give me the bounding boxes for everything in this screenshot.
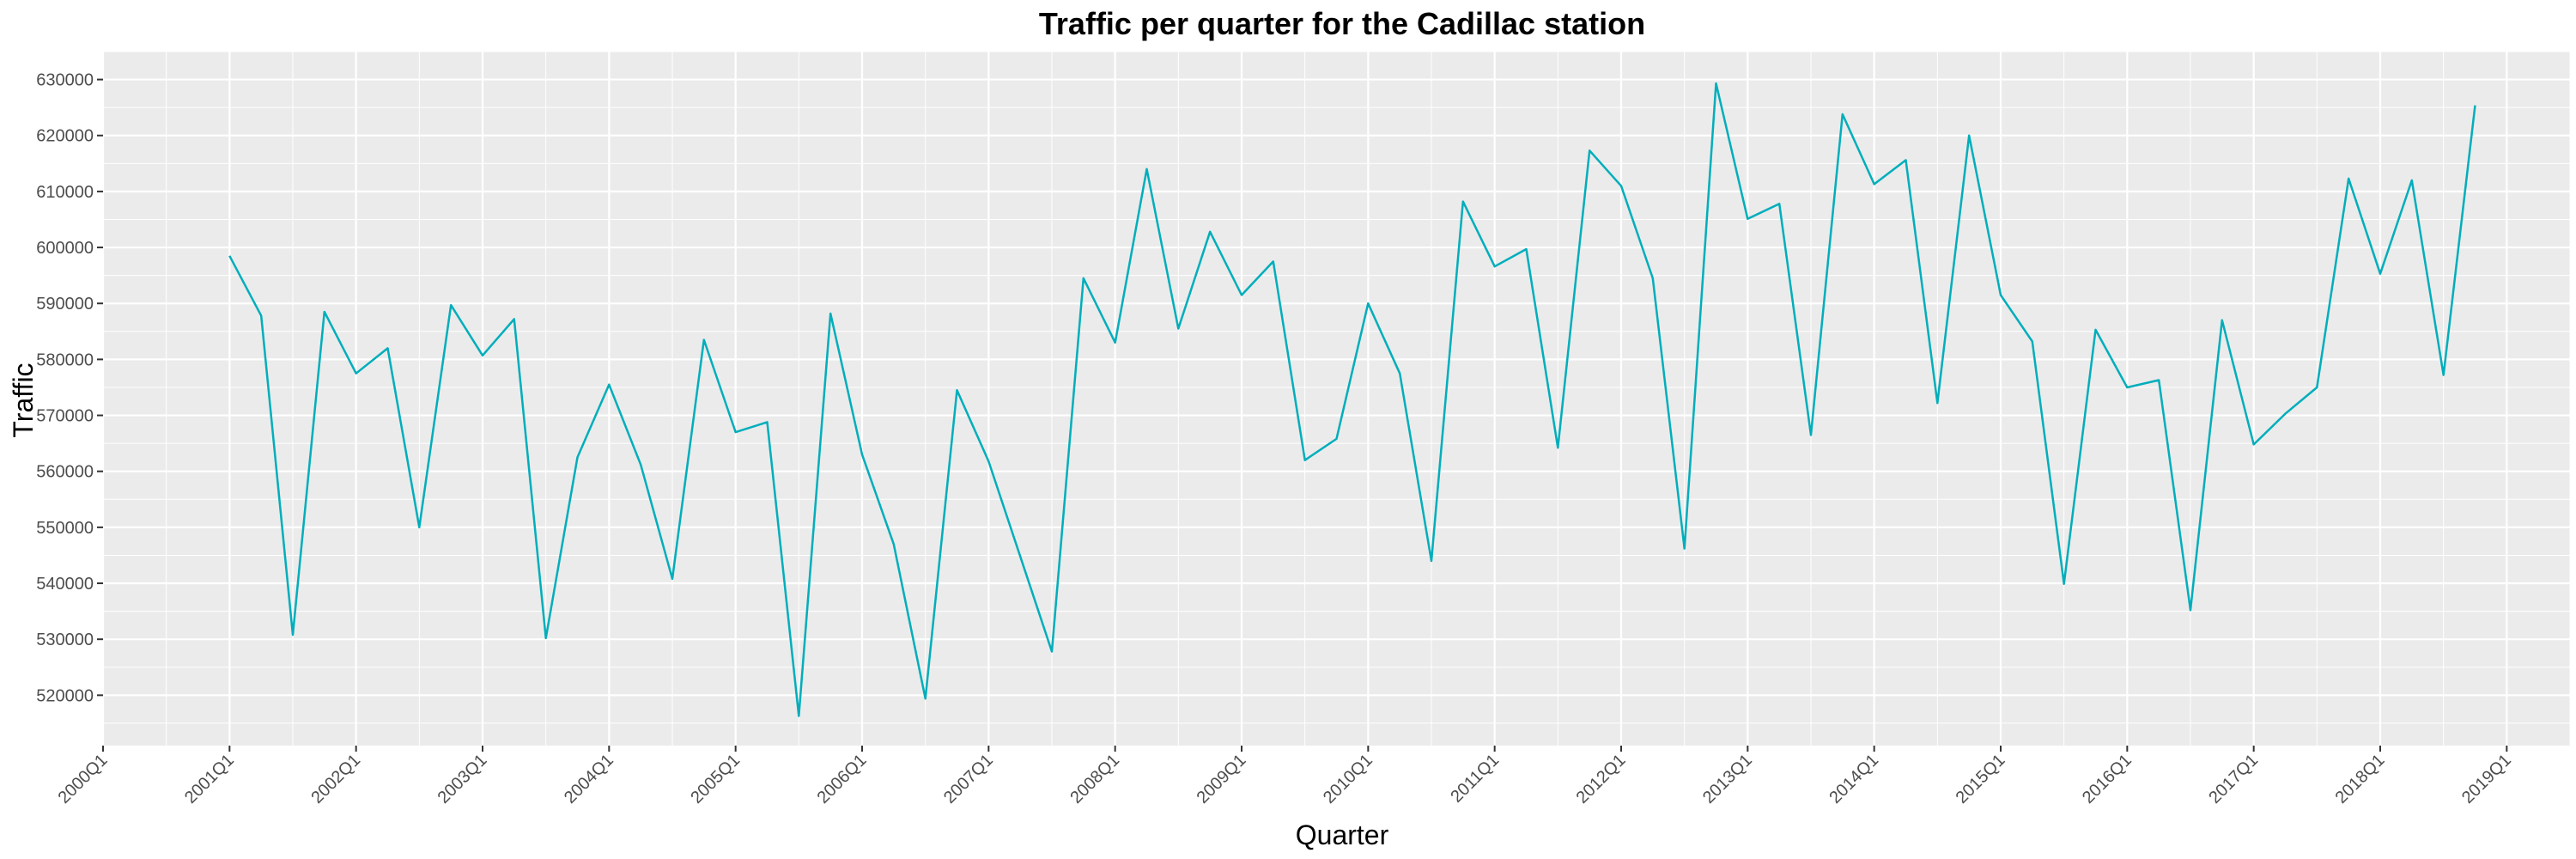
y-axis-title: Traffic: [8, 362, 39, 437]
series-line: [228, 82, 2476, 717]
y-tick-label: 540000: [36, 575, 94, 594]
x-axis-title: Quarter: [1296, 819, 1389, 850]
plot-background: [103, 52, 2570, 746]
x-tick-label: 2003Q1: [434, 751, 491, 807]
y-tick-label: 590000: [36, 295, 94, 314]
y-tick-label: 580000: [36, 350, 94, 369]
x-tick-label: 2019Q1: [2458, 751, 2515, 807]
y-tick-label: 560000: [36, 463, 94, 482]
y-tick-label: 530000: [36, 631, 94, 649]
y-tick-label: 610000: [36, 183, 94, 202]
x-tick-label: 2004Q1: [561, 751, 617, 807]
x-tick-label: 2001Q1: [181, 751, 238, 807]
y-tick-label: 570000: [36, 407, 94, 426]
x-tick-label: 2017Q1: [2205, 751, 2262, 807]
x-tick-label: 2007Q1: [940, 751, 997, 807]
y-tick-label: 630000: [36, 71, 94, 90]
x-tick-label: 2002Q1: [307, 751, 364, 807]
x-tick-label: 2009Q1: [1194, 751, 1250, 807]
x-tick-label: 2010Q1: [1320, 751, 1376, 807]
y-tick-label: 520000: [36, 686, 94, 705]
x-tick-label: 2013Q1: [1699, 751, 1756, 807]
x-tick-label: 2008Q1: [1066, 751, 1123, 807]
x-tick-label: 2012Q1: [1573, 751, 1630, 807]
y-tick-label: 550000: [36, 519, 94, 538]
x-tick-label: 2011Q1: [1447, 751, 1503, 807]
x-axis: 2000Q1 2001Q1 2002Q1 2003Q1 2004Q1 2005Q1 2006…: [55, 746, 2515, 807]
y-tick-label: 620000: [36, 127, 94, 146]
y-tick-label: 600000: [36, 239, 94, 258]
x-tick-label: 2014Q1: [1826, 751, 1882, 807]
x-tick-label: 2006Q1: [814, 751, 871, 807]
x-tick-label: 2005Q1: [687, 751, 744, 807]
x-tick-label: 2018Q1: [2332, 751, 2389, 807]
series-layer: [228, 82, 2476, 717]
x-tick-label: 2016Q1: [2079, 751, 2136, 807]
x-tick-label: 2015Q1: [1953, 751, 2009, 807]
y-axis: 520000 530000 540000 550000 560000 570000 5800…: [36, 71, 103, 705]
chart-title: Traffic per quarter for the Cadillac sta…: [1039, 6, 1645, 41]
x-tick-label: 2000Q1: [55, 751, 112, 807]
grid-lines: [101, 51, 2571, 746]
